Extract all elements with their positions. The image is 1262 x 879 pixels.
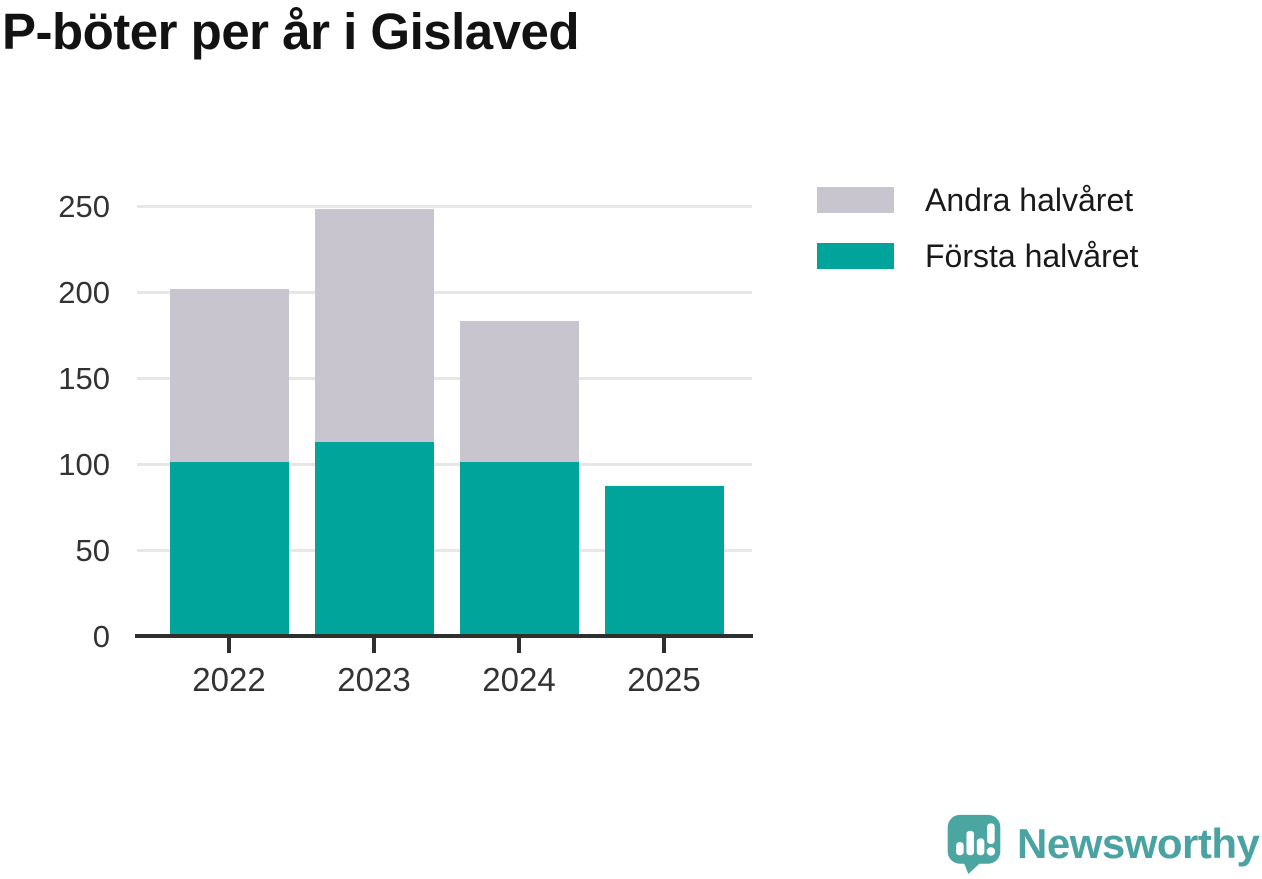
- x-axis-label-2025: 2025: [627, 661, 701, 698]
- gridline-200: [137, 290, 752, 294]
- y-axis-label-100: 100: [58, 447, 110, 482]
- bar-segment-2023-andra: [314, 209, 434, 442]
- x-axis-label-2024: 2024: [482, 661, 556, 698]
- bar-segment-2024-andra: [459, 321, 579, 463]
- gridline-50: [137, 548, 752, 552]
- x-axis-line: [135, 634, 753, 638]
- chart-title: P-böter per år i Gislaved: [2, 3, 580, 60]
- legend-swatch-forsta-halvaret: [817, 243, 894, 269]
- legend-label: Andra halvåret: [925, 181, 1134, 218]
- y-axis-label-250: 250: [58, 189, 110, 224]
- x-axis-tick-2025: [662, 638, 666, 653]
- legend-swatch-andra-halvaret: [817, 187, 894, 213]
- legend-item: Andra halvåret: [817, 182, 1138, 218]
- x-axis-tick-2022: [227, 638, 231, 653]
- y-axis-label-200: 200: [58, 275, 110, 310]
- x-axis-label-2022: 2022: [192, 661, 266, 698]
- gridline-100: [137, 462, 752, 466]
- y-axis-label-50: 50: [75, 533, 110, 568]
- legend-item: Första halvåret: [817, 238, 1138, 274]
- bar-segment-2025-första: [604, 486, 724, 636]
- brand-name: Newsworthy: [1017, 820, 1260, 867]
- y-axis-label-150: 150: [58, 361, 110, 396]
- plot-area: [137, 204, 752, 636]
- x-axis-tick-2024: [517, 638, 521, 653]
- newsworthy-logo: Newsworthy: [945, 813, 1260, 875]
- bar-segment-2022-andra: [169, 288, 289, 463]
- y-axis-label-0: 0: [92, 619, 110, 654]
- bar-segment-2023-första: [314, 441, 434, 636]
- gridline-150: [137, 376, 752, 380]
- x-axis-label-2023: 2023: [337, 661, 411, 698]
- x-axis-tick-2023: [372, 638, 376, 653]
- legend: Andra halvåret Första halvåret: [817, 182, 1138, 299]
- bar-segment-2022-första: [169, 462, 289, 636]
- legend-label: Första halvåret: [925, 237, 1139, 274]
- gridline-250: [137, 204, 752, 208]
- bar-segment-2024-första: [459, 462, 579, 636]
- newsworthy-speech-bubble-bar-chart-icon: [945, 813, 1003, 875]
